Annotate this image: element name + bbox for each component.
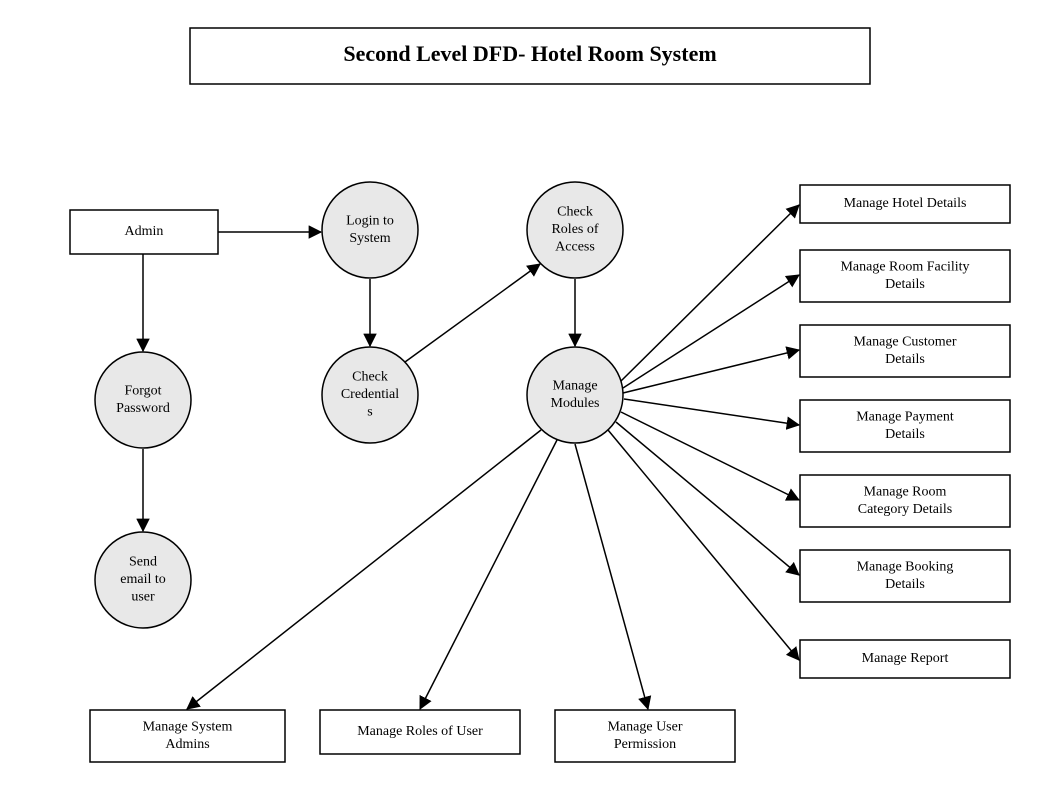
node-muserperm: Manage User Permission (555, 710, 735, 762)
node-label: Manage Room (864, 484, 947, 499)
node-label: user (131, 590, 155, 605)
node-label: Check (557, 205, 593, 220)
node-sendemail: Send email to user (95, 532, 191, 628)
node-label: Modules (551, 396, 600, 411)
flow-edge (405, 264, 540, 362)
node-label: Second Level DFD- Hotel Room System (343, 41, 716, 66)
node-label: Send (129, 555, 157, 570)
node-label: Manage Hotel Details (844, 196, 967, 211)
node-label: Admin (125, 224, 164, 239)
node-label: Category Details (858, 502, 952, 517)
node-label: s (367, 405, 372, 420)
node-msysadmin: Manage System Admins (90, 710, 285, 762)
node-mrolesuser: Manage Roles of User (320, 710, 520, 754)
flow-edge (187, 430, 541, 709)
flow-edge (616, 422, 799, 575)
flow-edge (621, 412, 799, 500)
node-label: Manage Room Facility (840, 259, 969, 274)
node-label: Admins (165, 737, 209, 752)
dfd-diagram: Admin Forgot Password Send email to user Login… (0, 0, 1056, 804)
node-label: Credential (341, 387, 399, 402)
node-mbooking: Manage Booking Details (800, 550, 1010, 602)
node-label: Manage System (143, 719, 233, 734)
node-label: Permission (614, 737, 676, 752)
node-forgot: Forgot Password (95, 352, 191, 448)
node-checkroles: Check Roles of Access (527, 182, 623, 278)
node-label: Roles of (551, 222, 598, 237)
node-label: Details (885, 427, 925, 442)
node-label: email to (120, 572, 166, 587)
node-label: Forgot (124, 383, 161, 398)
node-label: Manage User (607, 719, 682, 734)
node-label: Details (885, 277, 925, 292)
node-admin: Admin (70, 210, 218, 254)
node-label: Access (555, 240, 595, 255)
node-login: Login to System (322, 182, 418, 278)
node-mpayment: Manage Payment Details (800, 400, 1010, 452)
node-label: Manage Payment (856, 409, 954, 424)
node-mreport: Manage Report (800, 640, 1010, 678)
node-mcustomer: Manage Customer Details (800, 325, 1010, 377)
node-label: Check (352, 370, 388, 385)
node-label: System (349, 231, 390, 246)
node-label: Password (116, 401, 170, 416)
node-mroomcat: Manage Room Category Details (800, 475, 1010, 527)
node-label: Manage Customer (853, 334, 956, 349)
node-label: Details (885, 352, 925, 367)
flow-edge (624, 399, 799, 425)
node-label: Manage Roles of User (357, 724, 483, 739)
node-label: Manage Report (862, 651, 949, 666)
node-label: Manage Booking (857, 559, 954, 574)
node-label: Details (885, 577, 925, 592)
node-label: Login to (346, 213, 394, 228)
node-label: Manage (552, 378, 597, 393)
node-mroomfac: Manage Room Facility Details (800, 250, 1010, 302)
flow-edge (608, 430, 799, 660)
flow-edge (420, 440, 557, 709)
flow-edge (575, 444, 648, 709)
node-mhotel: Manage Hotel Details (800, 185, 1010, 223)
node-checkcred: Check Credential s (322, 347, 418, 443)
node-managemod: Manage Modules (527, 347, 623, 443)
